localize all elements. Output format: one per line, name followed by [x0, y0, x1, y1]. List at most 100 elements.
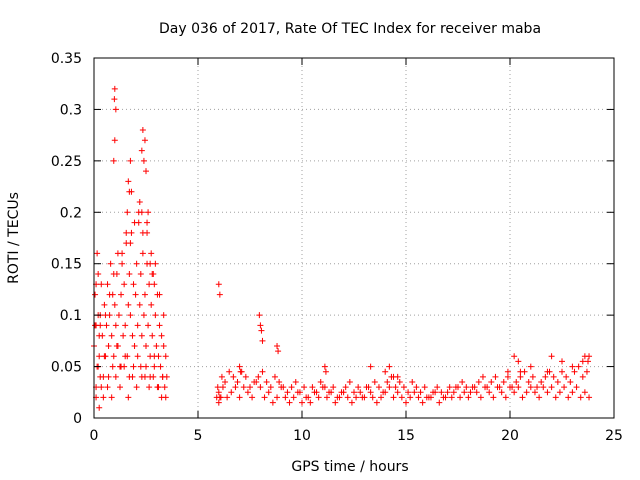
data-point [523, 389, 530, 396]
data-point [226, 368, 233, 375]
data-point [120, 332, 127, 339]
data-point [113, 343, 120, 349]
data-point [332, 399, 339, 406]
data-point [415, 394, 422, 401]
data-point [559, 358, 565, 365]
data-point [307, 399, 314, 406]
data-point [444, 389, 451, 396]
data-point [577, 394, 584, 401]
data-point [511, 389, 518, 396]
data-point [265, 389, 272, 396]
data-point [234, 379, 241, 385]
data-point [136, 199, 143, 205]
data-point [144, 219, 151, 226]
data-point [247, 384, 253, 391]
data-point [490, 394, 497, 401]
x-tick-label: 0 [90, 428, 99, 444]
data-point [467, 389, 474, 396]
data-point [115, 312, 122, 319]
data-point [267, 384, 274, 391]
data-point [446, 384, 453, 391]
data-point [148, 250, 155, 257]
data-point [292, 379, 299, 385]
data-point [111, 96, 118, 103]
data-point [232, 384, 239, 391]
data-point [484, 384, 491, 391]
data-point [378, 394, 385, 401]
data-point [129, 373, 136, 380]
data-point [162, 394, 169, 401]
data-point [542, 373, 549, 380]
data-point [156, 291, 163, 298]
data-point [103, 322, 110, 329]
data-point [122, 353, 129, 360]
data-point [569, 363, 576, 370]
data-point [586, 394, 593, 401]
x-tick-label: 20 [501, 428, 519, 444]
data-point [147, 260, 154, 267]
data-point [101, 353, 108, 360]
data-point [486, 389, 493, 396]
data-point [106, 291, 113, 298]
data-point [152, 312, 159, 319]
data-point [405, 389, 412, 396]
data-point [160, 312, 167, 319]
data-point [269, 399, 276, 406]
data-point [141, 291, 148, 298]
tick-marks [93, 57, 615, 419]
data-point [369, 394, 376, 401]
data-point [230, 373, 237, 380]
y-tick-label: 0 [73, 411, 82, 427]
chart-title: Day 036 of 2017, Rate Of TEC Index for r… [159, 21, 541, 37]
data-point [108, 394, 115, 401]
data-point [134, 322, 141, 329]
data-point [143, 343, 149, 349]
data-point [373, 399, 380, 406]
data-point [504, 368, 511, 375]
data-point [419, 399, 426, 406]
data-point [97, 322, 104, 329]
data-point [139, 250, 146, 257]
data-point [237, 368, 244, 375]
data-point [145, 322, 152, 329]
data-point [394, 389, 401, 396]
y-tick-label: 0.3 [60, 102, 82, 118]
plot-frame [93, 57, 615, 419]
data-point [219, 384, 226, 391]
data-point [434, 384, 441, 391]
data-point [290, 394, 297, 401]
data-point [149, 332, 156, 339]
data-point [359, 394, 366, 401]
data-point [475, 379, 482, 385]
data-point [561, 384, 568, 391]
data-point [288, 384, 295, 391]
data-point [536, 394, 543, 401]
data-point [224, 394, 231, 401]
data-point [216, 291, 223, 298]
data-point [548, 353, 555, 360]
data-point [425, 394, 432, 401]
data-point [96, 404, 103, 411]
data-point [138, 147, 145, 154]
data-point [326, 389, 333, 396]
data-point [457, 394, 464, 401]
x-tick-label: 10 [293, 428, 311, 444]
data-point [127, 312, 134, 319]
data-point [96, 353, 103, 360]
data-point [534, 384, 541, 391]
data-point [138, 332, 145, 339]
data-point [492, 373, 499, 380]
data-point [529, 373, 536, 380]
data-point [156, 322, 163, 329]
data-point [305, 394, 312, 401]
data-point [218, 373, 225, 380]
data-point [463, 384, 470, 391]
data-point [255, 373, 262, 380]
data-point [371, 379, 378, 385]
data-point [96, 332, 103, 339]
data-point [556, 389, 563, 396]
data-point [517, 373, 524, 380]
data-point [284, 389, 291, 396]
data-point [136, 301, 143, 308]
data-point [398, 394, 405, 401]
